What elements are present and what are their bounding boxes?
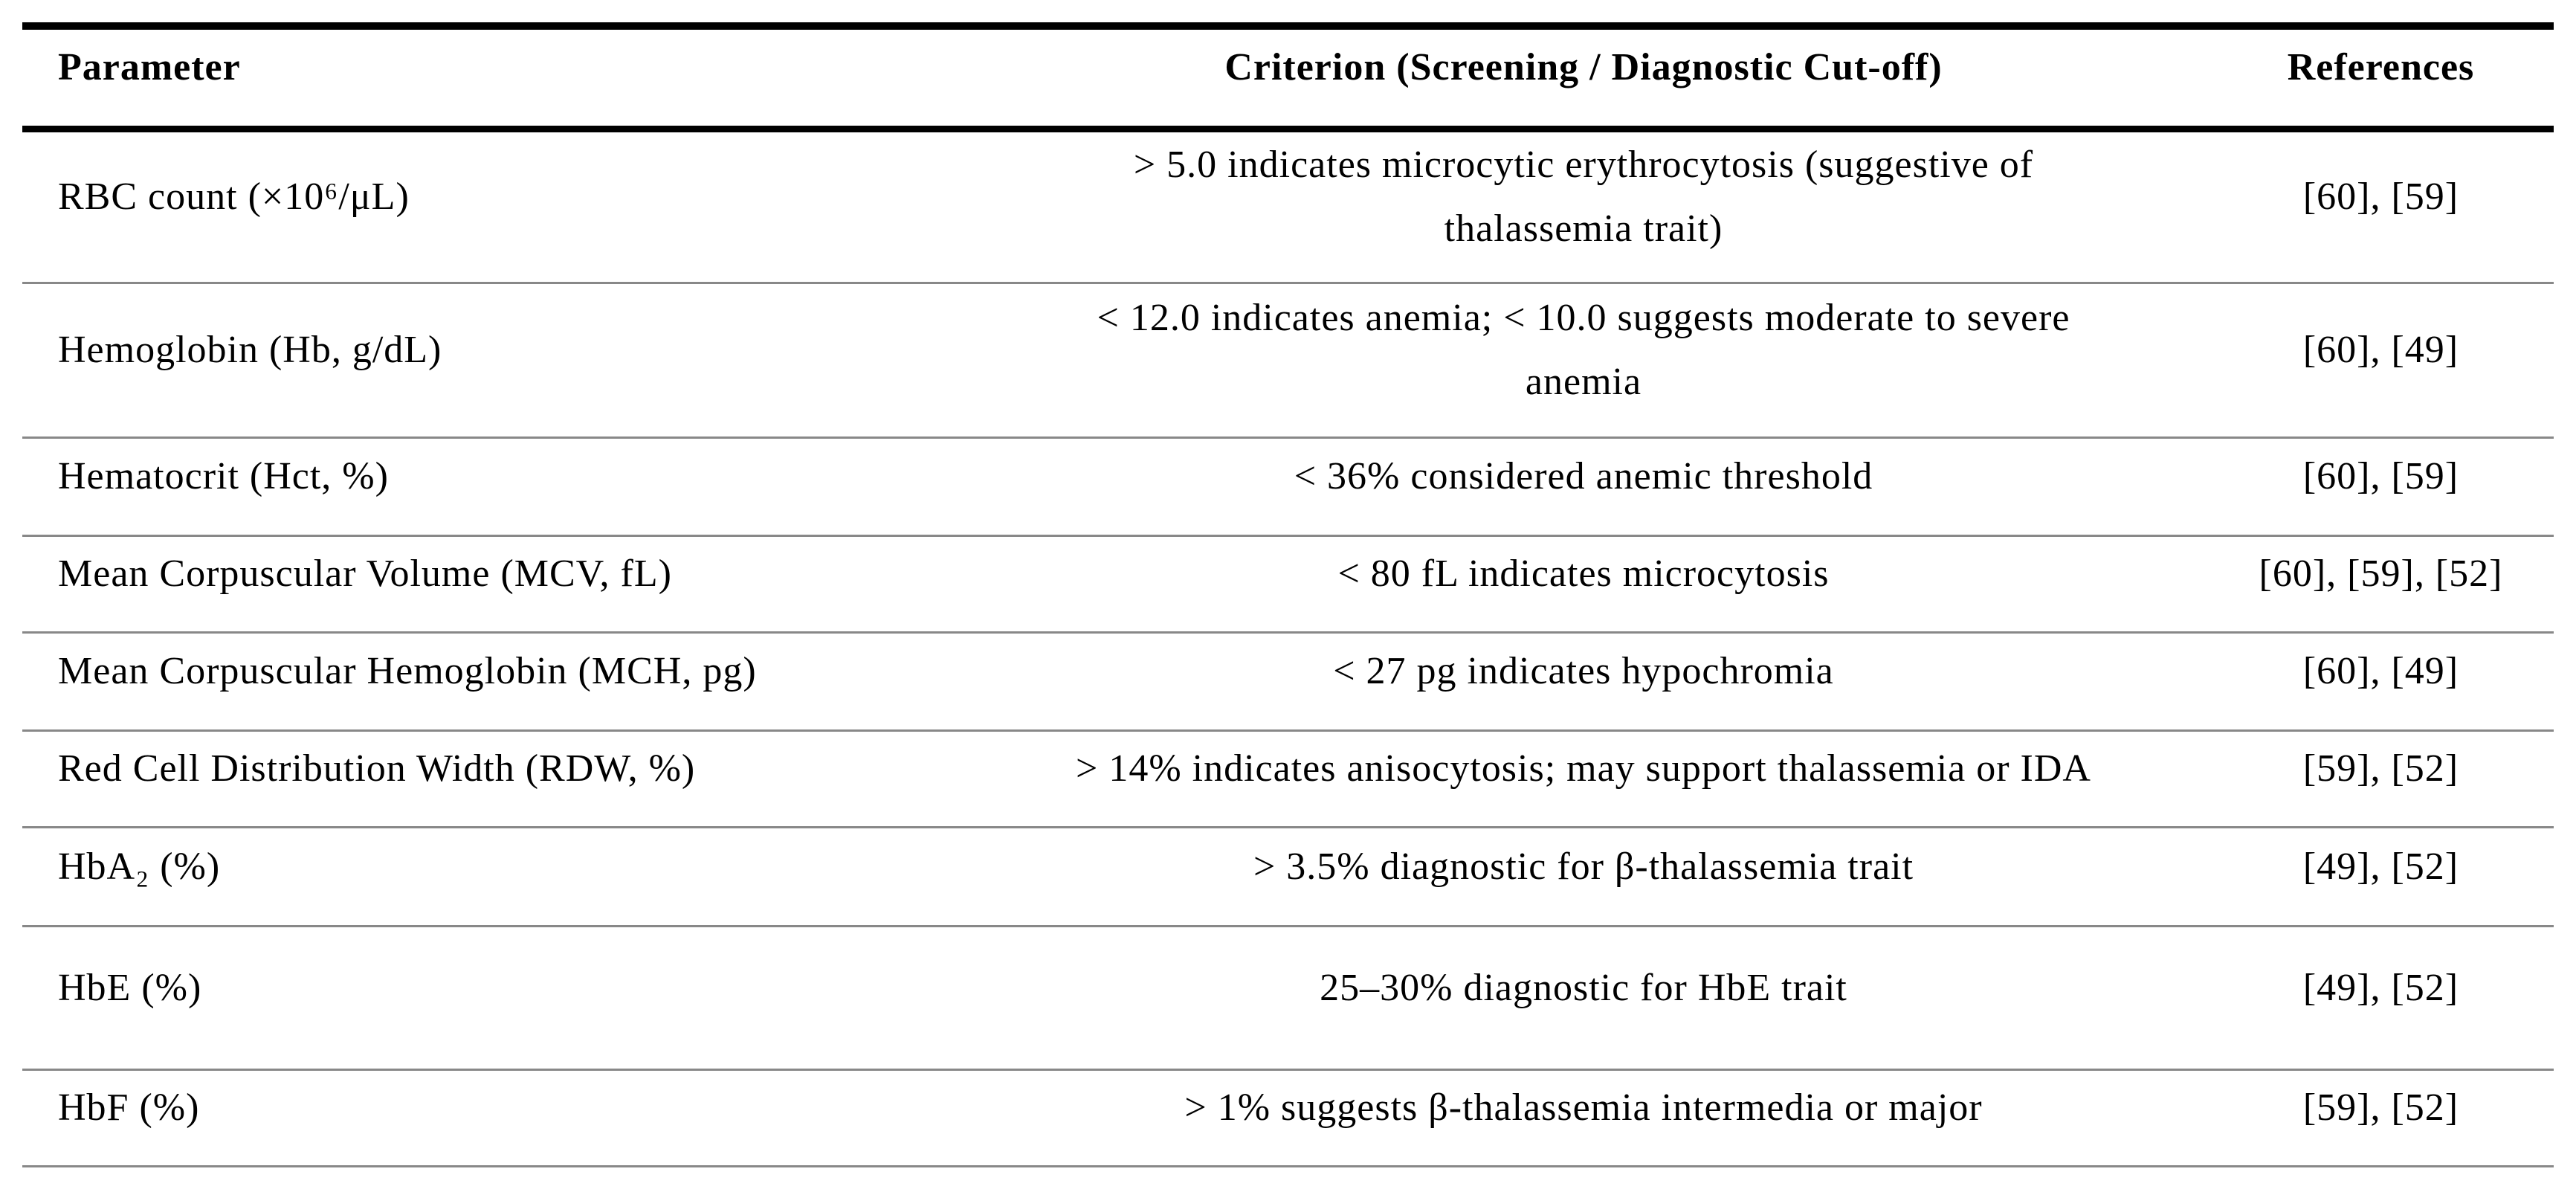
table-row: HbA₂ (%) > 3.5% diagnostic for β-thalass… — [22, 827, 2554, 926]
references-cell: [60], [59] — [2302, 175, 2459, 218]
references-cell: [60], [59], [52] — [2259, 552, 2503, 595]
parameter-cell: Hemoglobin (Hb, g/dL) — [58, 329, 442, 371]
screening-criteria-table: Parameter Criterion (Screening / Diagnos… — [22, 22, 2554, 1167]
column-header-criterion: Criterion (Screening / Diagnostic Cut-of… — [1224, 46, 1943, 89]
references-cell: [49], [52] — [2302, 966, 2459, 1009]
parameter-cell: Mean Corpuscular Volume (MCV, fL) — [58, 552, 672, 595]
table-row: RBC count (×10⁶/μL) > 5.0 indicates micr… — [22, 129, 2554, 283]
parameter-cell: Hematocrit (Hct, %) — [58, 455, 389, 497]
table-row: Mean Corpuscular Volume (MCV, fL) < 80 f… — [22, 535, 2554, 632]
criterion-cell: 25–30% diagnostic for HbE trait — [1320, 966, 1847, 1009]
parameter-cell: HbE (%) — [58, 966, 202, 1009]
parameter-cell: Mean Corpuscular Hemoglobin (MCH, pg) — [58, 650, 757, 692]
references-cell: [49], [52] — [2302, 845, 2459, 888]
parameter-cell: HbF (%) — [58, 1086, 200, 1129]
table-row: HbF (%) > 1% suggests β-thalassemia inte… — [22, 1069, 2554, 1166]
table-header-row: Parameter Criterion (Screening / Diagnos… — [22, 26, 2554, 129]
criterion-cell: < 12.0 indicates anemia; < 10.0 suggests… — [1097, 297, 2070, 403]
criterion-cell: > 3.5% diagnostic for β-thalassemia trai… — [1253, 845, 1914, 888]
column-header-references: References — [2287, 46, 2475, 89]
criterion-cell: > 1% suggests β-thalassemia intermedia o… — [1184, 1086, 1983, 1129]
criterion-cell: < 36% considered anemic threshold — [1294, 455, 1873, 497]
table-row: Hemoglobin (Hb, g/dL) < 12.0 indicates a… — [22, 283, 2554, 437]
criterion-cell: > 5.0 indicates microcytic erythrocytosi… — [1133, 144, 2034, 250]
parameter-cell: Red Cell Distribution Width (RDW, %) — [58, 747, 696, 790]
table-row: Mean Corpuscular Hemoglobin (MCH, pg) < … — [22, 632, 2554, 730]
criterion-cell: < 80 fL indicates microcytosis — [1337, 552, 1830, 595]
criterion-cell: > 14% indicates anisocytosis; may suppor… — [1076, 747, 2091, 790]
table-row: HbE (%) 25–30% diagnostic for HbE trait … — [22, 926, 2554, 1069]
references-cell: [60], [49] — [2302, 650, 2459, 692]
column-header-parameter: Parameter — [58, 46, 241, 89]
parameter-cell: RBC count (×10⁶/μL) — [58, 175, 410, 218]
references-cell: [59], [52] — [2302, 747, 2459, 790]
references-cell: [60], [49] — [2302, 329, 2459, 371]
references-cell: [59], [52] — [2302, 1086, 2459, 1129]
criterion-cell: < 27 pg indicates hypochromia — [1333, 650, 1834, 692]
table-row: Red Cell Distribution Width (RDW, %) > 1… — [22, 730, 2554, 827]
references-cell: [60], [59] — [2302, 455, 2459, 497]
table-row: Hematocrit (Hct, %) < 36% considered ane… — [22, 437, 2554, 535]
parameter-cell: HbA₂ (%) — [58, 845, 221, 888]
